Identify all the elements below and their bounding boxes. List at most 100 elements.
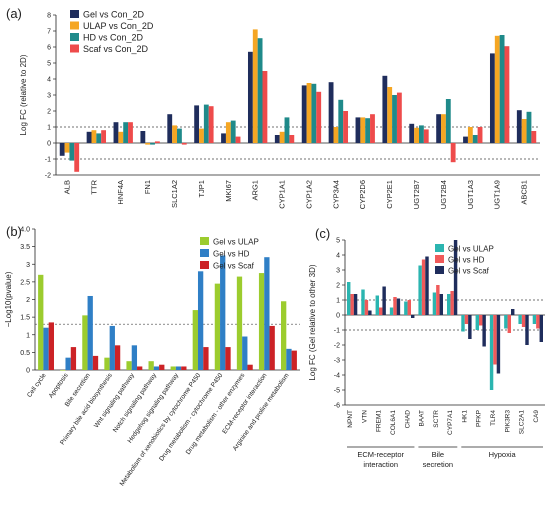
- x-tick-label: CYP1A1: [278, 180, 287, 209]
- bar: [439, 294, 443, 315]
- bar: [531, 131, 537, 143]
- y-tick-label: 3: [26, 262, 30, 269]
- bar: [463, 136, 468, 143]
- bar: [392, 95, 397, 143]
- bar: [436, 285, 440, 315]
- bar: [477, 127, 483, 143]
- y-tick-label: 2: [336, 283, 340, 290]
- bar: [236, 276, 243, 370]
- bar: [38, 274, 44, 370]
- x-tick-label: HK1: [461, 410, 468, 423]
- group-label: Hypoxia: [489, 450, 517, 459]
- y-tick-label: 0: [336, 313, 340, 320]
- legend-label: HD vs Con_2D: [83, 33, 144, 43]
- y-tick-label: 1: [26, 332, 30, 339]
- bar: [536, 315, 540, 329]
- bar: [419, 125, 424, 143]
- panel-label: (c): [315, 226, 330, 241]
- y-tick-label: 3.5: [20, 244, 30, 251]
- y-tick-label: 2: [26, 297, 30, 304]
- bar: [247, 51, 253, 143]
- y-tick-label: 3: [336, 268, 340, 275]
- bar: [472, 135, 478, 143]
- x-tick-label: BAAT: [419, 410, 426, 427]
- y-tick-label: 0: [26, 368, 30, 375]
- bar: [101, 130, 107, 143]
- bar: [154, 141, 160, 143]
- bar: [181, 366, 187, 370]
- x-tick-label: CHAD: [404, 410, 411, 429]
- x-tick-label: ALB: [62, 180, 71, 194]
- bar: [65, 357, 71, 370]
- legend-swatch: [200, 261, 209, 269]
- bar: [409, 123, 415, 143]
- bar: [338, 99, 344, 143]
- bar: [411, 315, 415, 318]
- x-tick-label: CYP3A4: [331, 180, 340, 209]
- bar: [118, 131, 124, 143]
- bar: [432, 292, 437, 315]
- bar: [518, 315, 522, 324]
- bar: [306, 83, 312, 143]
- bar: [447, 294, 451, 315]
- bar: [60, 370, 66, 371]
- panel-c: (c) -6 -5 -4 -3 -2 -1 0 1 2 3 4 5 Log FC (Gel relativ…: [308, 226, 545, 469]
- bar: [96, 133, 102, 143]
- bar: [389, 307, 394, 315]
- bar: [504, 46, 510, 144]
- bar: [489, 53, 495, 143]
- bar: [365, 118, 371, 143]
- bar: [489, 315, 494, 390]
- legend-swatch: [435, 255, 444, 263]
- bar: [364, 300, 369, 315]
- bar: [264, 257, 270, 370]
- x-tick-label: Metabolism of xenobiotics by cytochrome …: [119, 372, 203, 488]
- bar: [262, 71, 268, 143]
- y-tick-label: -2: [45, 173, 51, 180]
- bar: [123, 122, 129, 143]
- bar: [461, 315, 465, 332]
- bar: [242, 336, 248, 370]
- bar: [316, 91, 322, 143]
- panel-label: (a): [6, 6, 22, 21]
- legend-label: Gel vs HD: [213, 250, 250, 259]
- bar: [467, 127, 473, 143]
- x-tick-label: HNF4A: [116, 180, 125, 205]
- x-tick-label: CYP2D6: [358, 180, 367, 209]
- bar: [526, 111, 532, 143]
- bar: [230, 120, 236, 143]
- x-tick-label: CA9: [533, 410, 540, 423]
- y-tick-label: 6: [47, 45, 51, 52]
- bar: [48, 322, 54, 370]
- y-tick-label: -4: [334, 373, 340, 380]
- bar: [225, 122, 231, 143]
- y-tick-label: 0.5: [20, 350, 30, 357]
- bar: [140, 131, 146, 143]
- legend-label: Gel vs ULAP: [213, 238, 259, 247]
- x-tick-label: SLC2A1: [519, 410, 526, 435]
- y-tick-label: 1: [47, 125, 51, 132]
- y-tick-label: -6: [334, 403, 340, 410]
- bar: [286, 348, 292, 370]
- bar: [496, 315, 501, 374]
- bar: [170, 366, 176, 370]
- legend-label: Scaf vs Con_2D: [83, 44, 149, 54]
- bar: [192, 310, 198, 370]
- bar: [91, 130, 97, 143]
- group-label: secretion: [423, 460, 453, 469]
- legend-label: Gel vs Scaf: [448, 267, 490, 276]
- bar: [379, 307, 383, 315]
- x-tick-label: FREM1: [376, 410, 383, 432]
- x-tick-label: UGT2B4: [439, 180, 448, 209]
- bar: [197, 271, 204, 370]
- bar: [493, 315, 497, 365]
- bar: [445, 99, 451, 143]
- bar: [104, 357, 110, 370]
- bar: [208, 106, 214, 143]
- bar: [382, 75, 388, 143]
- bar: [499, 35, 505, 143]
- x-tick-label: Wnt signaling pathway: [93, 372, 136, 430]
- x-tick-label: MKI67: [224, 180, 233, 202]
